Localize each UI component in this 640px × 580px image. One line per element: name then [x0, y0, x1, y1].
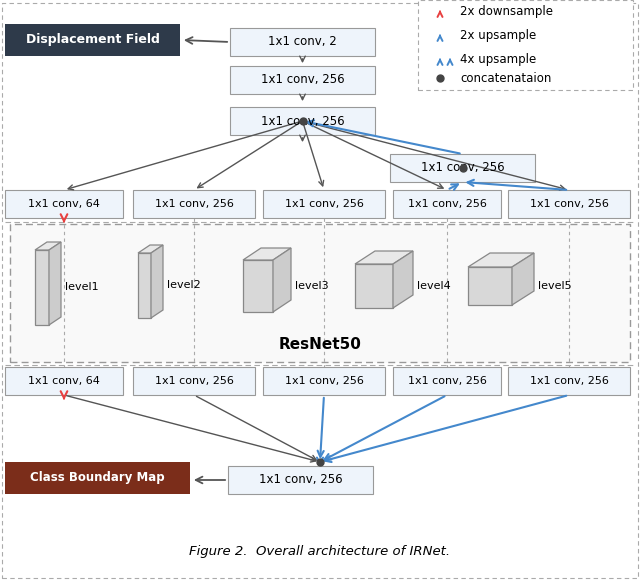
Text: 1x1 conv, 64: 1x1 conv, 64: [28, 376, 100, 386]
Polygon shape: [35, 242, 61, 250]
Text: 1x1 conv, 256: 1x1 conv, 256: [155, 199, 234, 209]
Polygon shape: [468, 267, 512, 305]
FancyBboxPatch shape: [5, 462, 190, 494]
Polygon shape: [243, 248, 291, 260]
Text: level5: level5: [538, 281, 572, 291]
Text: level3: level3: [295, 281, 328, 291]
Polygon shape: [151, 245, 163, 318]
Text: 1x1 conv, 256: 1x1 conv, 256: [408, 199, 486, 209]
FancyBboxPatch shape: [5, 190, 123, 218]
Text: 1x1 conv, 256: 1x1 conv, 256: [529, 376, 609, 386]
Text: 1x1 conv, 256: 1x1 conv, 256: [260, 74, 344, 86]
Polygon shape: [35, 250, 49, 325]
Polygon shape: [393, 251, 413, 308]
FancyBboxPatch shape: [230, 28, 375, 56]
FancyBboxPatch shape: [5, 367, 123, 395]
Text: 1x1 conv, 64: 1x1 conv, 64: [28, 199, 100, 209]
Text: 1x1 conv, 256: 1x1 conv, 256: [260, 114, 344, 128]
FancyBboxPatch shape: [133, 367, 255, 395]
FancyBboxPatch shape: [228, 466, 373, 494]
Polygon shape: [355, 264, 393, 308]
Text: 2x upsample: 2x upsample: [460, 30, 536, 42]
FancyBboxPatch shape: [263, 190, 385, 218]
FancyBboxPatch shape: [230, 66, 375, 94]
Polygon shape: [49, 242, 61, 325]
FancyBboxPatch shape: [5, 24, 180, 56]
FancyBboxPatch shape: [508, 367, 630, 395]
Text: 1x1 conv, 256: 1x1 conv, 256: [529, 199, 609, 209]
Text: 1x1 conv, 256: 1x1 conv, 256: [285, 199, 364, 209]
Polygon shape: [355, 251, 413, 264]
Text: 1x1 conv, 256: 1x1 conv, 256: [408, 376, 486, 386]
Text: Class Boundary Map: Class Boundary Map: [30, 472, 165, 484]
FancyBboxPatch shape: [263, 367, 385, 395]
Text: 1x1 conv, 256: 1x1 conv, 256: [420, 161, 504, 175]
FancyBboxPatch shape: [230, 107, 375, 135]
Polygon shape: [138, 245, 163, 253]
Text: level2: level2: [167, 281, 201, 291]
Text: Figure 2.  Overall architecture of IRNet.: Figure 2. Overall architecture of IRNet.: [189, 546, 451, 559]
Polygon shape: [138, 253, 151, 318]
Text: 1x1 conv, 256: 1x1 conv, 256: [155, 376, 234, 386]
FancyBboxPatch shape: [390, 154, 535, 182]
Text: 1x1 conv, 256: 1x1 conv, 256: [259, 473, 342, 487]
Text: level1: level1: [65, 282, 99, 292]
FancyBboxPatch shape: [393, 190, 501, 218]
Polygon shape: [512, 253, 534, 305]
Text: 1x1 conv, 2: 1x1 conv, 2: [268, 35, 337, 49]
Text: ResNet50: ResNet50: [278, 337, 362, 352]
Polygon shape: [468, 253, 534, 267]
Text: Displacement Field: Displacement Field: [26, 34, 159, 46]
Polygon shape: [243, 260, 273, 312]
FancyBboxPatch shape: [133, 190, 255, 218]
FancyBboxPatch shape: [393, 367, 501, 395]
Text: level4: level4: [417, 281, 451, 291]
FancyBboxPatch shape: [418, 0, 633, 90]
FancyBboxPatch shape: [508, 190, 630, 218]
Text: concatenataion: concatenataion: [460, 71, 552, 85]
Text: 4x upsample: 4x upsample: [460, 53, 536, 67]
Text: 2x downsample: 2x downsample: [460, 5, 553, 19]
Text: 1x1 conv, 256: 1x1 conv, 256: [285, 376, 364, 386]
Polygon shape: [273, 248, 291, 312]
FancyBboxPatch shape: [10, 224, 630, 362]
